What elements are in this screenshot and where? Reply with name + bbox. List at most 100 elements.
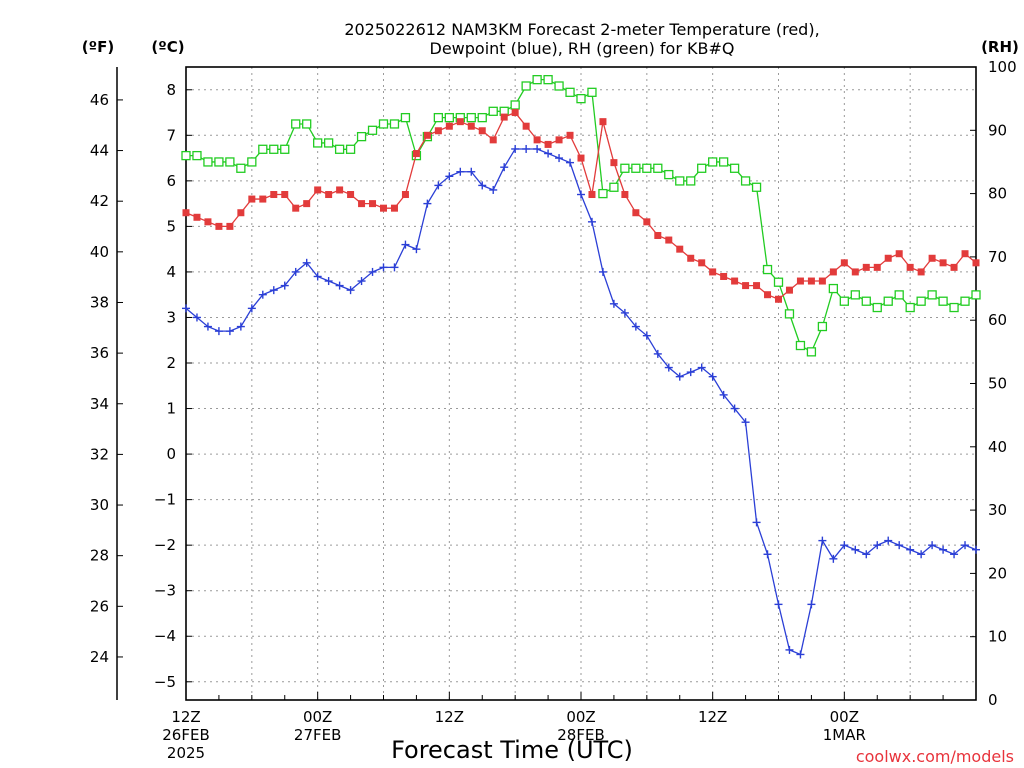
celsius-tick-label: 5	[166, 217, 176, 235]
rh-tick-label: 80	[988, 185, 1007, 203]
rh-point	[806, 347, 817, 357]
temperature-point	[193, 213, 201, 221]
dewpoint-point	[928, 541, 937, 550]
x-tick-label: 1MAR	[823, 726, 866, 744]
temperature-point	[182, 209, 190, 217]
dewpoint-point	[346, 286, 355, 295]
dewpoint-point	[335, 281, 344, 290]
temperature-point	[292, 204, 300, 212]
dewpoint-point	[192, 313, 201, 322]
dewpoint-point	[950, 550, 959, 559]
temperature-point	[840, 259, 848, 267]
temperature-point	[621, 191, 629, 199]
fahrenheit-tick-label: 38	[90, 293, 109, 311]
dewpoint-point	[478, 181, 487, 190]
celsius-tick-label: −1	[154, 491, 176, 509]
dewpoint-point	[357, 277, 366, 286]
dewpoint-point	[807, 600, 816, 609]
rh-point	[784, 309, 795, 319]
dewpoint-point	[741, 418, 750, 427]
dewpoint-point	[467, 167, 476, 176]
dewpoint-point	[434, 181, 443, 190]
x-tick-label: 12Z	[435, 708, 464, 726]
rh-tick-label: 40	[988, 438, 1007, 456]
temperature-point	[489, 136, 497, 144]
rh-point	[598, 188, 608, 199]
temperature-point	[895, 250, 903, 258]
rh-point	[620, 163, 630, 173]
temperature-point	[237, 209, 245, 217]
temperature-point	[434, 127, 442, 135]
dewpoint-point	[533, 144, 542, 153]
temperature-point	[380, 204, 387, 212]
temperature-point	[588, 191, 596, 199]
temperature-point	[369, 200, 377, 208]
rh-point	[225, 157, 235, 167]
dewpoint-point	[818, 536, 827, 545]
dewpoint-point	[829, 554, 838, 563]
celsius-unit-label: (ºC)	[151, 38, 184, 56]
rh-point	[631, 163, 641, 173]
series-temperature	[182, 109, 980, 303]
rh-point	[916, 296, 926, 306]
rh-point	[708, 157, 718, 167]
series-layer	[181, 75, 981, 659]
chart-title-line1: 2025022612 NAM3KM Forecast 2-meter Tempe…	[344, 20, 819, 39]
rh-point	[214, 157, 224, 167]
temperature-point	[270, 191, 278, 199]
rh-point	[543, 75, 553, 85]
dewpoint-point	[203, 322, 212, 331]
x-tick-label: 2025	[167, 744, 205, 762]
temperature-point	[401, 191, 409, 199]
fahrenheit-tick-label: 32	[90, 445, 109, 463]
temperature-point	[928, 254, 936, 262]
rh-tick-label: 90	[988, 121, 1007, 139]
celsius-tick-label: 0	[166, 445, 176, 463]
dewpoint-point	[269, 286, 278, 295]
temperature-point	[775, 295, 782, 303]
rh-point	[883, 296, 893, 306]
rh-point	[433, 112, 444, 123]
temperature-point	[522, 122, 530, 130]
temperature-point	[566, 131, 574, 139]
dewpoint-point	[225, 327, 234, 336]
dewpoint-point	[697, 363, 706, 372]
rh-point	[302, 119, 312, 129]
temperature-point	[829, 268, 837, 276]
dewpoint-point	[500, 163, 509, 172]
grid-layer	[186, 67, 976, 700]
dewpoint-point	[939, 545, 948, 554]
temperature-point	[259, 195, 267, 203]
dewpoint-point	[401, 240, 410, 249]
x-tick-label: 12Z	[698, 708, 727, 726]
temperature-point	[325, 191, 333, 199]
rh-point	[532, 75, 542, 85]
dewpoint-point	[598, 267, 607, 276]
temperature-point	[555, 136, 563, 144]
rh-point	[466, 112, 476, 123]
rh-point	[949, 302, 959, 313]
temperature-point	[577, 154, 585, 162]
temperature-point	[336, 186, 344, 194]
temperature-point	[544, 140, 552, 148]
credit-text: coolwx.com/models	[856, 747, 1014, 766]
rh-point	[609, 182, 619, 192]
fahrenheit-tick-label: 36	[90, 344, 109, 362]
dewpoint-point	[247, 304, 256, 313]
dewpoint-point	[840, 541, 849, 550]
x-tick-label: 12Z	[171, 708, 200, 726]
temperature-point	[862, 263, 870, 271]
dewpoint-point	[609, 299, 618, 308]
dewpoint-point	[555, 154, 564, 163]
rh-point	[510, 100, 520, 110]
rh-point	[762, 264, 773, 275]
temperature-point	[445, 122, 453, 130]
dewpoint-point	[686, 368, 695, 377]
temperature-point	[248, 195, 256, 203]
rh-point	[872, 302, 882, 313]
chart-title-line2: Dewpoint (blue), RH (green) for KB#Q	[430, 39, 735, 58]
rh-point	[697, 163, 707, 173]
rh-point	[203, 157, 213, 167]
temperature-point	[665, 236, 673, 244]
temperature-point	[467, 122, 475, 130]
